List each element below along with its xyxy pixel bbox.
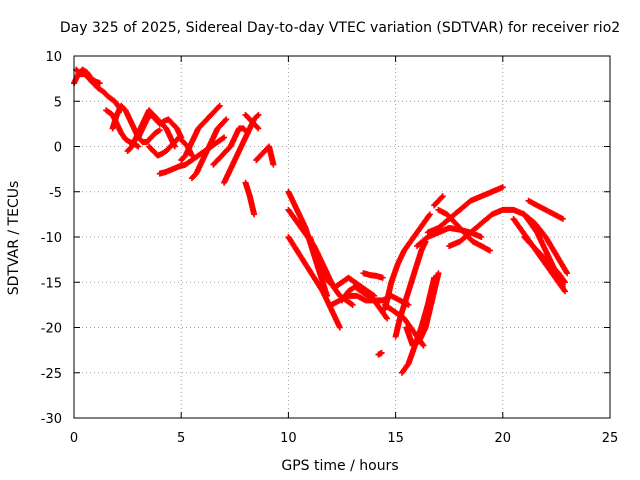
y-tick-label: 5: [54, 95, 62, 110]
data-point: [384, 315, 391, 322]
y-axis-ticks: -30 -25 -20 -15 -10 -5 0 5 10: [41, 50, 610, 427]
data-point: [222, 117, 229, 124]
data-point: [96, 80, 103, 87]
data-point: [435, 270, 442, 277]
data-point: [426, 211, 433, 218]
y-tick-label: -10: [41, 231, 62, 246]
series-sat-f: [135, 111, 185, 141]
data-point: [378, 349, 385, 356]
data-point: [478, 234, 485, 240]
series-sat-n: [242, 179, 258, 218]
y-tick-label: -25: [41, 367, 62, 382]
x-tick-label: 25: [602, 431, 619, 446]
chart-title: Day 325 of 2025, Sidereal Day-to-day VTE…: [60, 20, 620, 36]
data-point: [564, 270, 571, 277]
series-sat-ak: [525, 197, 566, 222]
x-tick-label: 15: [387, 431, 404, 446]
data-point: [255, 111, 262, 118]
series-sat-m: [242, 111, 262, 132]
data-point: [499, 184, 506, 191]
data-point: [438, 194, 445, 201]
data-point: [559, 215, 566, 222]
data-point: [255, 125, 262, 132]
x-tick-label: 10: [280, 431, 297, 446]
series-sat-u: [339, 283, 391, 322]
data-point: [221, 134, 228, 141]
y-tick-label: -15: [41, 276, 62, 291]
data-point: [251, 211, 258, 218]
series-sat-k: [210, 125, 251, 168]
data-point: [270, 161, 277, 168]
x-axis-ticks: 0 5 10 15 20 25: [70, 56, 618, 446]
data-point: [561, 279, 568, 286]
data-point: [486, 247, 493, 254]
series-sat-d: [109, 102, 163, 145]
data-point: [379, 274, 386, 281]
x-tick-label: 5: [177, 431, 185, 446]
series-sat-g: [146, 134, 195, 159]
data-point: [216, 102, 223, 109]
series-sat-i: [178, 102, 223, 164]
series-sat-aj: [521, 234, 568, 286]
y-tick-label: 10: [45, 50, 62, 65]
series-sat-o: [253, 143, 277, 168]
series-sat-j: [188, 116, 230, 182]
data-point: [420, 342, 427, 349]
x-tick-label: 20: [495, 431, 512, 446]
series-sat-ad: [424, 184, 506, 236]
y-tick-label: -5: [49, 186, 62, 201]
data-point: [336, 324, 343, 331]
data-point: [439, 193, 446, 200]
series-sat-r: [285, 234, 343, 331]
y-tick-label: -30: [41, 412, 62, 427]
y-axis-label: SDTVAR / TECUs: [6, 181, 22, 296]
data-points: [71, 66, 571, 376]
data-point: [254, 112, 261, 119]
data-point: [349, 301, 356, 308]
x-axis-label: GPS time / hours: [281, 458, 398, 474]
series-sat-y: [392, 238, 429, 340]
data-point: [156, 127, 163, 134]
data-point: [561, 288, 568, 295]
data-point: [215, 103, 222, 110]
series-sat-w: [375, 349, 385, 358]
data-point: [254, 124, 261, 131]
y-tick-label: 0: [54, 141, 62, 156]
series-sat-ab: [403, 270, 442, 349]
y-tick-label: -20: [41, 322, 62, 337]
data-point: [223, 116, 230, 123]
data-point: [135, 143, 142, 150]
data-point: [559, 283, 566, 290]
series-sat-af: [431, 193, 446, 209]
x-tick-label: 0: [70, 431, 78, 446]
series-sat-v: [360, 270, 386, 281]
